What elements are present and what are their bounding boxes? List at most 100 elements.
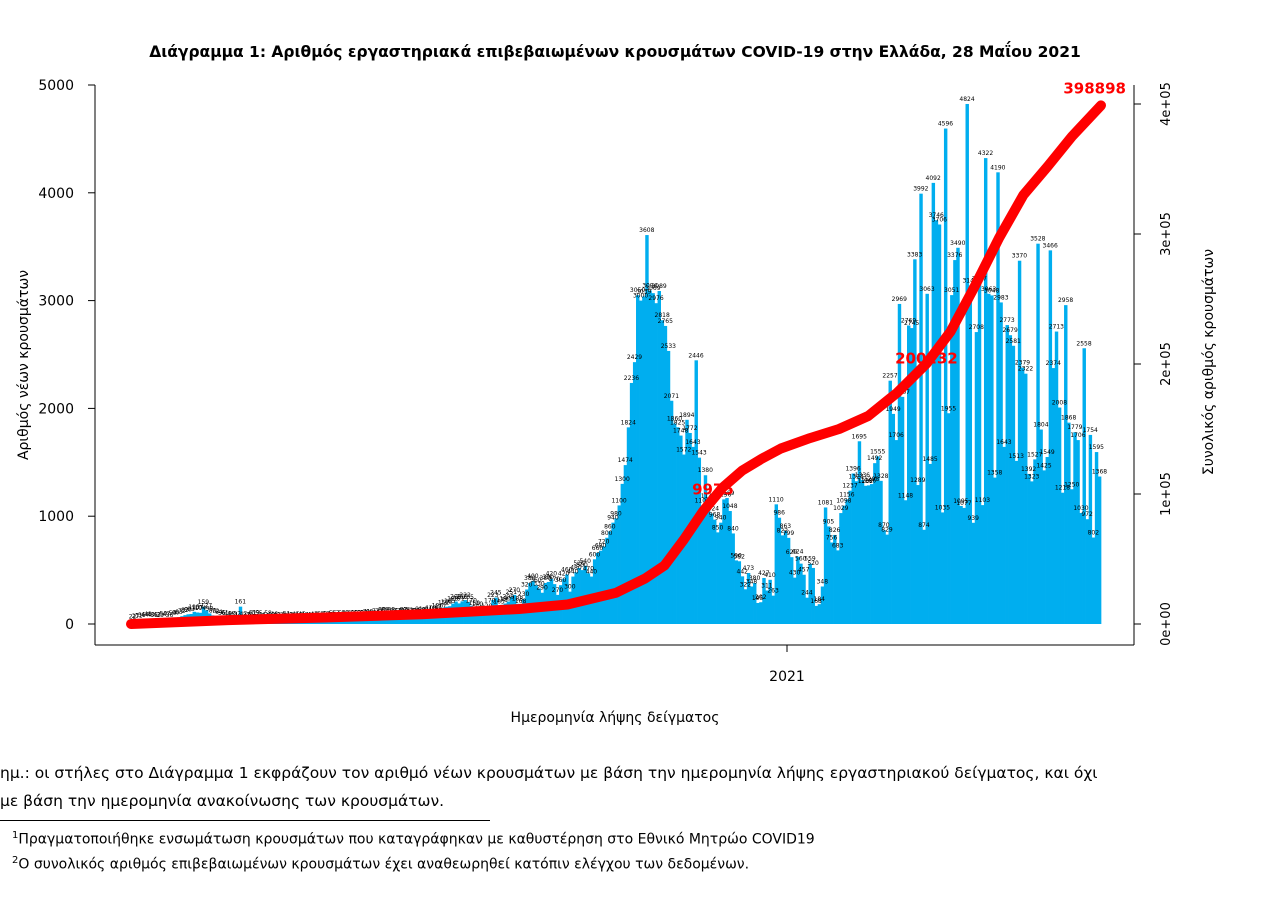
bar-value-label: 152 — [438, 600, 450, 607]
bar — [768, 579, 772, 624]
bar — [485, 611, 489, 624]
bar — [756, 602, 760, 624]
bar-value-label: 2071 — [664, 393, 679, 400]
bar — [620, 483, 625, 624]
bar — [956, 247, 960, 624]
bar — [1008, 335, 1013, 624]
bar — [749, 586, 754, 624]
bar — [854, 481, 859, 624]
bar — [934, 220, 939, 624]
bar-value-label: 93 — [187, 606, 195, 613]
bar-value-label: 2446 — [688, 352, 703, 359]
bar-value-label: 208 — [502, 594, 514, 601]
bar — [728, 511, 732, 624]
bar — [531, 580, 535, 624]
bar — [660, 320, 665, 624]
bar — [943, 128, 948, 625]
bar-value-label: 850 — [712, 524, 724, 531]
bar-value-label: 582 — [733, 553, 745, 560]
bar — [731, 533, 735, 624]
bar-value-label: 163 — [493, 598, 505, 605]
bar — [1082, 348, 1086, 624]
footnote-1-text: Πραγματοποιήθηκε ενσωμάτωση κρουσμάτων π… — [18, 831, 815, 848]
bar-value-label: 380 — [749, 575, 761, 582]
right-tick-label: 3e+05 — [1159, 212, 1174, 256]
bar-value-label: 3376 — [947, 252, 962, 259]
bar — [648, 290, 652, 624]
bar-value-label: 3000 — [633, 293, 648, 300]
bar — [839, 513, 843, 624]
bar-value-label: 1643 — [996, 439, 1011, 446]
bar-value-label: 799 — [783, 530, 795, 537]
bar — [709, 513, 714, 624]
bar-value-label: 840 — [727, 525, 739, 532]
bar-value-label: 161 — [235, 599, 247, 606]
bar-value-label: 2983 — [993, 294, 1008, 301]
bar — [753, 583, 757, 624]
bar-value-label: 3141 — [962, 277, 977, 284]
bar-value-label: 202 — [755, 594, 767, 601]
bar-value-label: 1860 — [667, 415, 682, 422]
bar-value-label: 1772 — [682, 425, 697, 432]
bar — [882, 530, 886, 624]
bar — [722, 499, 726, 624]
bar-value-label: 559 — [804, 556, 816, 563]
bar — [1057, 407, 1062, 624]
bar-value-label: 168 — [515, 598, 527, 605]
bar — [1076, 440, 1080, 624]
bar-value-label: 1779 — [1067, 424, 1082, 431]
bar-value-label: 2581 — [1006, 338, 1021, 345]
bar-value-label: 800 — [601, 530, 613, 537]
bar-value-label: 1804 — [1033, 422, 1048, 429]
bar-value-label: 360 — [530, 577, 542, 584]
bar — [845, 499, 849, 624]
bar — [1033, 459, 1037, 624]
bar-value-label: 940 — [715, 515, 727, 522]
bar-value-label: 822 — [777, 527, 789, 534]
bar — [497, 606, 501, 624]
left-tick-label: 2000 — [38, 401, 74, 417]
bar — [595, 552, 600, 624]
bar — [789, 557, 794, 624]
bar-value-label: 1218 — [1055, 485, 1070, 492]
bar-value-label: 35 — [150, 612, 158, 619]
bar — [830, 542, 834, 624]
footnote-separator — [0, 820, 490, 821]
bar — [820, 586, 825, 624]
bar — [922, 529, 926, 624]
bar-value-label: 972 — [1081, 511, 1093, 518]
bar-series — [131, 103, 1102, 625]
bar-value-label: 322 — [740, 581, 752, 588]
bar-value-label: 1748 — [673, 428, 688, 435]
bar-value-label: 2533 — [661, 343, 676, 350]
bar-value-label: 117 — [435, 603, 447, 610]
right-tick-label: 0e+00 — [1159, 602, 1174, 646]
bar — [811, 567, 815, 624]
bar — [851, 473, 855, 624]
bar — [866, 485, 871, 624]
bar-value-label: 88 — [387, 607, 395, 614]
bar-value-label: 3050 — [630, 287, 645, 294]
bar-value-label: 1392 — [1021, 466, 1036, 473]
bar-value-label: 905 — [823, 518, 835, 525]
bar-value-label: 47 — [240, 611, 248, 618]
bar — [697, 457, 702, 624]
bar-value-label: 2969 — [892, 296, 907, 303]
bar — [786, 537, 791, 624]
bar-value-label: 600 — [589, 551, 601, 558]
bar — [959, 505, 963, 624]
bar-value-label: 4596 — [938, 121, 953, 128]
bar — [626, 427, 631, 624]
bar — [799, 563, 803, 624]
bar-value-label: 189 — [447, 596, 459, 603]
bar-value-label: 205 — [462, 594, 474, 601]
bar — [663, 325, 668, 624]
bar-value-label: 2236 — [624, 375, 639, 382]
bar-value-label: 1543 — [691, 450, 706, 457]
bar-value-label: 64 — [215, 609, 223, 616]
bar — [1079, 512, 1083, 624]
x-axis-label: Ημερομηνία λήψης δείγματος — [511, 710, 720, 726]
bar-value-label: 940 — [607, 515, 619, 522]
bar-value-label: 1030 — [1073, 505, 1088, 512]
